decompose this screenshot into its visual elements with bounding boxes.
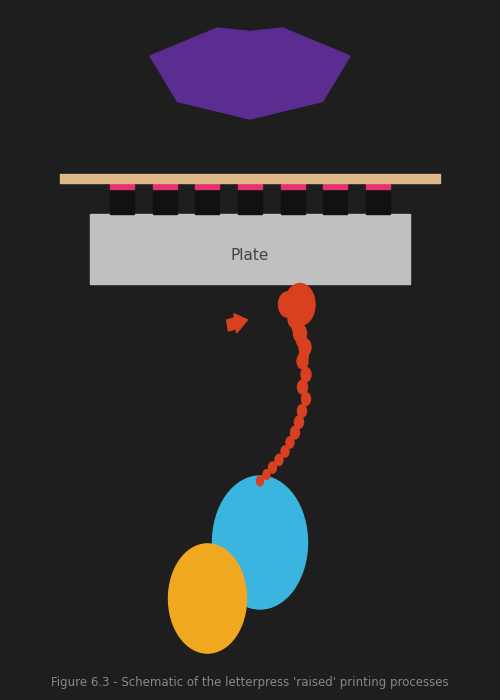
Text: Plate: Plate <box>231 248 269 263</box>
Circle shape <box>263 470 270 480</box>
Circle shape <box>294 416 304 428</box>
Bar <box>280 182 304 214</box>
Bar <box>110 182 134 214</box>
Polygon shape <box>150 28 350 119</box>
Circle shape <box>302 393 310 405</box>
Bar <box>90 214 410 284</box>
Bar <box>280 182 304 189</box>
Circle shape <box>281 446 289 457</box>
Circle shape <box>297 354 308 369</box>
Bar <box>324 182 347 214</box>
Circle shape <box>294 324 306 342</box>
Bar <box>152 182 176 189</box>
Circle shape <box>299 339 311 356</box>
Circle shape <box>286 437 294 448</box>
Circle shape <box>290 426 300 439</box>
Circle shape <box>285 284 315 326</box>
Bar <box>366 182 390 189</box>
Circle shape <box>256 476 264 486</box>
Bar <box>60 174 440 183</box>
Bar <box>324 182 347 189</box>
Circle shape <box>288 309 302 328</box>
Circle shape <box>292 318 303 334</box>
Bar <box>238 182 262 189</box>
Circle shape <box>298 380 308 394</box>
Circle shape <box>168 544 246 653</box>
Bar <box>238 182 262 214</box>
Bar <box>152 182 176 214</box>
Circle shape <box>301 368 311 382</box>
Bar <box>366 182 390 214</box>
Circle shape <box>268 462 276 473</box>
Circle shape <box>298 405 306 417</box>
Bar <box>110 182 134 189</box>
Circle shape <box>212 476 308 609</box>
Text: Figure 6.3 - Schematic of the letterpress 'raised' printing processes: Figure 6.3 - Schematic of the letterpres… <box>51 676 449 689</box>
Circle shape <box>278 292 296 317</box>
Circle shape <box>300 349 308 361</box>
Circle shape <box>296 333 306 347</box>
Circle shape <box>275 454 283 466</box>
FancyArrow shape <box>226 314 248 333</box>
Bar <box>196 182 220 189</box>
Bar <box>196 182 220 214</box>
